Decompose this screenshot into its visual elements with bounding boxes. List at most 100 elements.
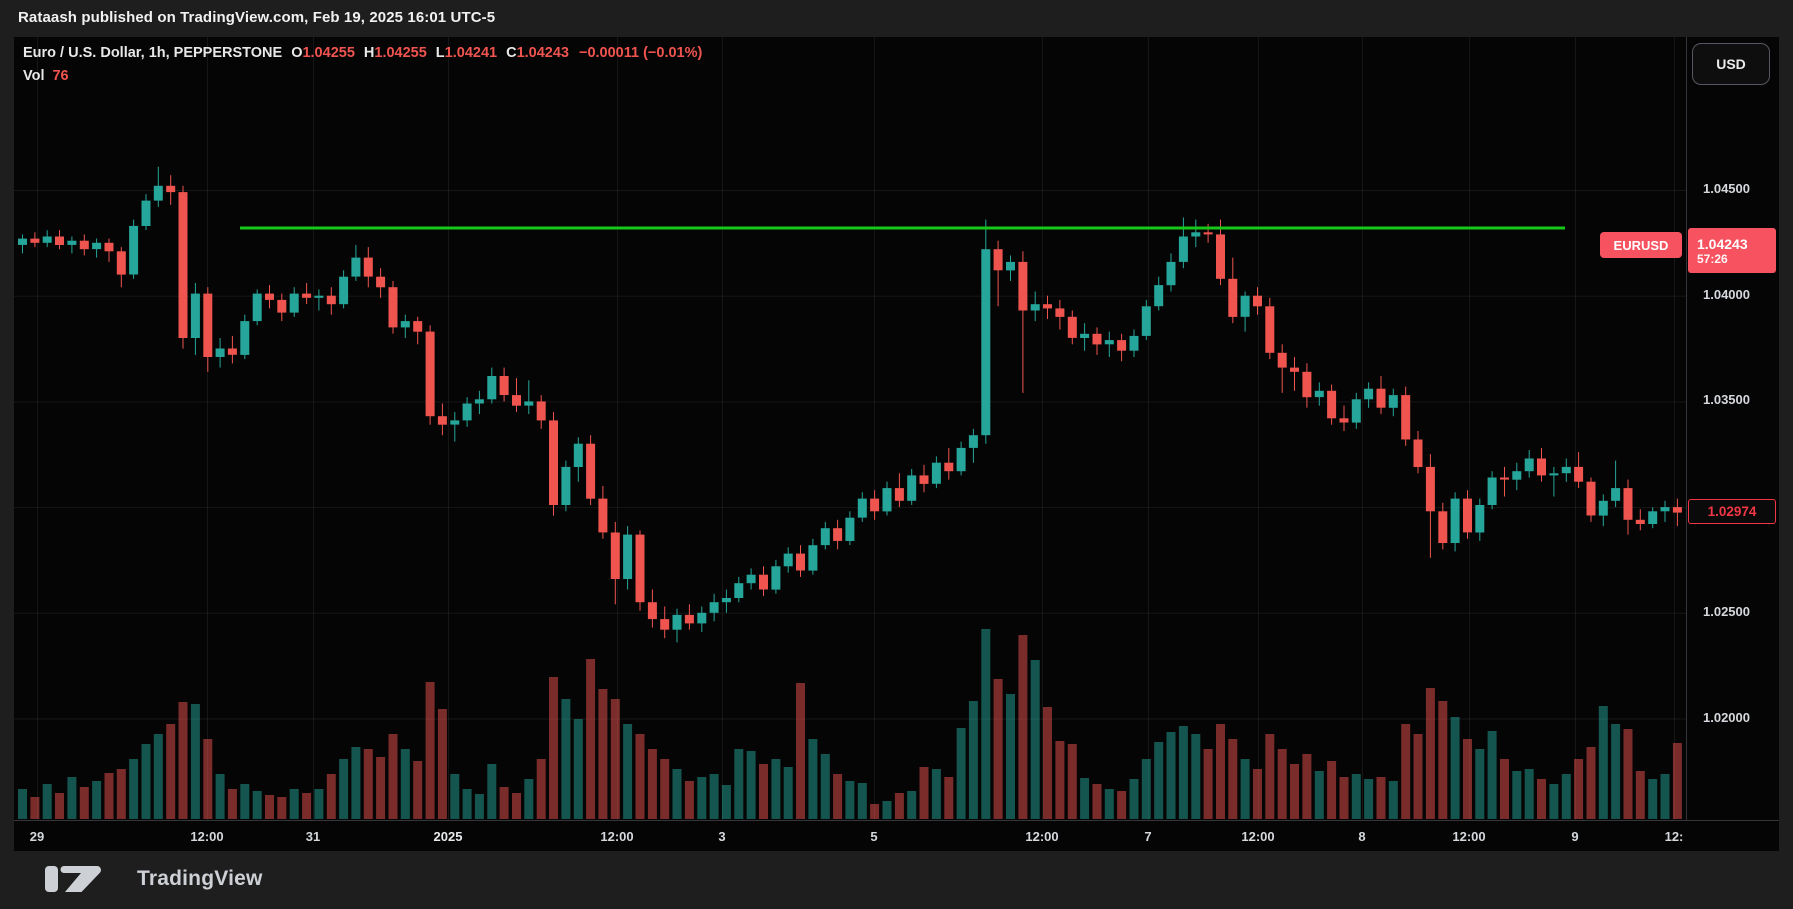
volume-bar (1117, 791, 1127, 819)
chart-legend[interactable]: Euro / U.S. Dollar, 1h, PEPPERSTONE O1.04… (23, 45, 702, 61)
candle-body (376, 276, 386, 288)
volume-bar (1598, 706, 1608, 819)
chart-panel[interactable]: Euro / U.S. Dollar, 1h, PEPPERSTONE O1.04… (14, 37, 1779, 851)
candle-wick (306, 283, 308, 305)
volume-bar (153, 734, 163, 819)
candle-wick (318, 289, 320, 311)
candle-body (623, 534, 633, 579)
volume-bar (265, 795, 274, 819)
price-scale[interactable]: 1.04243 57:26 1.02974 1.04500 1.04000 1.03… (1686, 37, 1779, 820)
candle-body (437, 416, 447, 425)
candle-body (79, 240, 89, 250)
candle-body (178, 192, 188, 338)
price-gridline (14, 401, 1686, 403)
volume-bar (326, 774, 336, 819)
volume-bar (512, 793, 521, 819)
time-gridline (313, 37, 314, 820)
symbol-price-badge: EURUSD (1600, 232, 1682, 258)
volume-bar (499, 787, 509, 819)
candle-body (425, 331, 435, 417)
candle-body (512, 395, 521, 406)
candle-body (203, 293, 213, 357)
candle-wick (516, 378, 517, 412)
candle-wick (1664, 500, 1666, 522)
time-gridline (1575, 37, 1576, 820)
volume-bar (586, 659, 596, 819)
volume-bar (227, 789, 237, 819)
candle-body (166, 185, 176, 193)
price-gridline (14, 612, 1686, 614)
candle-body (697, 612, 707, 624)
candle-body (610, 532, 620, 579)
volume-bar (907, 791, 917, 819)
time-tick-label: 5 (870, 829, 878, 844)
volume-bar (845, 781, 855, 819)
tradingview-logo[interactable]: TradingView (45, 864, 263, 894)
candle-body (18, 238, 27, 245)
candle-wick (1639, 509, 1641, 531)
volume-bar (462, 789, 472, 819)
candle-body (919, 475, 929, 484)
volume-bar (166, 724, 176, 819)
candle-body (845, 517, 855, 541)
candle-body (339, 276, 349, 305)
time-tick-label: 3 (718, 829, 726, 844)
volume-bar (1129, 779, 1139, 819)
volume-bar (339, 759, 349, 819)
volume-bar (376, 757, 386, 819)
candle-body (1154, 285, 1164, 307)
time-tick-label: 29 (29, 829, 45, 844)
volume-bar (1327, 761, 1337, 819)
time-gridline (448, 37, 449, 820)
price-tick-label: 1.03500 (1703, 392, 1750, 408)
candle-wick (528, 380, 530, 415)
candle-body (894, 488, 904, 501)
candle-body (1043, 304, 1052, 309)
candle-body (1512, 471, 1522, 480)
volume-bar (672, 769, 682, 819)
volume-bar (1351, 774, 1361, 819)
change-value: −0.00011 (−0.01%) (578, 45, 703, 61)
volume-bar (1191, 734, 1201, 819)
close-value: 1.04243 (516, 45, 569, 61)
volume-bar (18, 789, 27, 819)
candle-body (1006, 261, 1015, 271)
volume-bar (1524, 769, 1534, 819)
volume-legend[interactable]: Vol 76 (23, 68, 69, 84)
volume-bar (1388, 781, 1398, 819)
volume-bar (536, 759, 546, 819)
volume-bar (561, 699, 571, 819)
candle-body (1500, 477, 1509, 480)
volume-bar (1154, 742, 1164, 819)
volume-bar (1586, 747, 1596, 819)
volume-bar (116, 769, 126, 819)
candle-body (672, 614, 682, 630)
candle-body (1549, 473, 1559, 476)
candle-body (1191, 232, 1201, 237)
candle-body (227, 348, 237, 355)
candle-body (783, 553, 793, 567)
candle-body (474, 399, 484, 404)
volume-bar (573, 719, 583, 819)
candle-body (129, 225, 139, 275)
tradingview-logo-icon (45, 866, 101, 892)
time-scale[interactable]: 29 12:00 31 2025 12:00 3 5 12:00 7 12:00 8 12:00 9 12… (14, 820, 1779, 851)
volume-bar (474, 794, 484, 819)
candle-body (1240, 295, 1250, 317)
volume-bar (1450, 717, 1460, 819)
candle-body (1561, 466, 1571, 474)
time-gridline (1042, 37, 1043, 820)
candle-body (1524, 458, 1534, 472)
candlestick-chart[interactable] (14, 37, 1779, 851)
currency-toggle-button[interactable]: USD (1692, 43, 1770, 85)
volume-bar (1438, 701, 1448, 819)
volume-bar (1043, 707, 1052, 819)
candle-body (1327, 390, 1337, 419)
candle-body (1425, 466, 1435, 512)
candle-body (1104, 340, 1114, 345)
time-tick-label: 12:00 (190, 829, 224, 844)
candle-body (141, 200, 151, 226)
volume-bar (1574, 759, 1584, 819)
volume-bar (1537, 779, 1546, 819)
candle-body (1277, 352, 1287, 368)
